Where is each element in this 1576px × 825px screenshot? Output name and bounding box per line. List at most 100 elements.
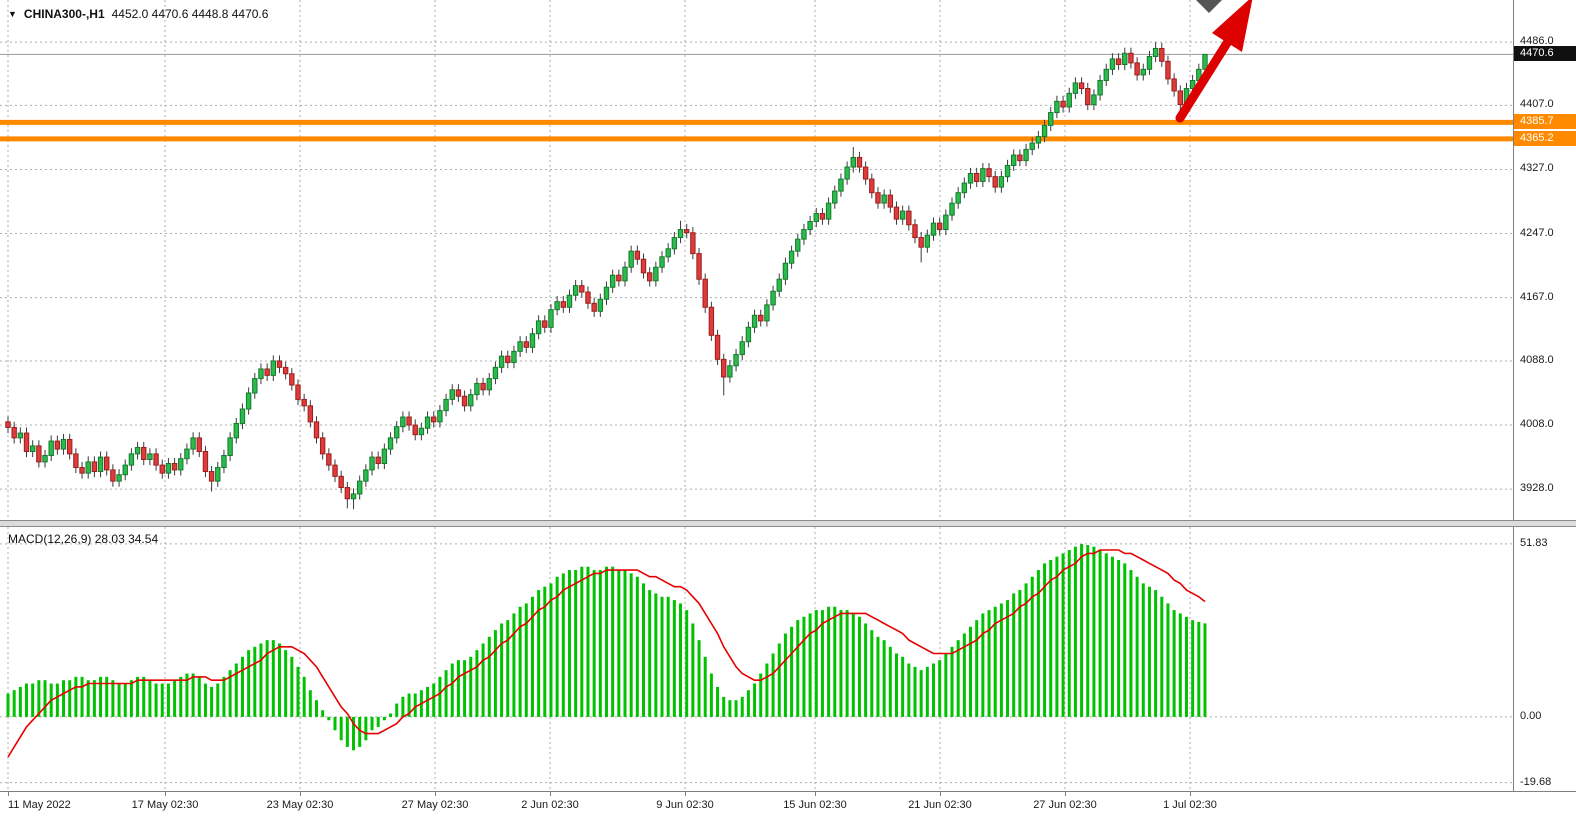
macd-bar <box>975 620 979 717</box>
candle-bullish <box>437 410 443 423</box>
macd-bar <box>635 576 639 717</box>
macd-bar <box>1073 546 1077 717</box>
candle-bullish <box>832 190 838 204</box>
candle-bearish <box>585 291 591 304</box>
macd-bar <box>475 650 479 717</box>
candle-bearish <box>461 395 468 407</box>
candle-bullish <box>825 202 832 220</box>
time-tick <box>1065 792 1066 796</box>
candle-bullish <box>628 250 634 268</box>
macd-bar <box>92 680 96 717</box>
candle-bearish <box>1078 82 1085 90</box>
macd-bar <box>1049 560 1053 717</box>
chart-canvas[interactable] <box>0 0 1513 791</box>
macd-bar <box>1092 546 1096 717</box>
candle-bullish <box>548 309 554 328</box>
candle-bearish <box>1165 60 1171 80</box>
candle-bearish <box>1060 100 1066 108</box>
candle-bullish <box>270 360 277 376</box>
candle-bearish <box>110 469 116 482</box>
trend-arrow[interactable] <box>1175 0 1253 123</box>
macd-bar <box>987 610 991 717</box>
candle-bullish <box>949 202 955 216</box>
candle-bearish <box>936 222 943 231</box>
macd-bar <box>1086 545 1090 717</box>
macd-bar <box>901 656 905 717</box>
macd-bar <box>962 633 966 717</box>
candle-bearish <box>480 382 486 391</box>
macd-bar <box>123 683 127 717</box>
macd-bar <box>771 653 775 717</box>
candle-bearish <box>696 253 702 280</box>
candle-bearish <box>758 314 764 322</box>
candle-bullish <box>517 341 523 352</box>
macd-bar <box>142 676 146 717</box>
price-axis-label: 4008.0 <box>1520 418 1554 431</box>
macd-bar <box>1104 553 1108 717</box>
candle-bullish <box>252 378 258 394</box>
macd-bar <box>543 586 547 717</box>
time-axis-label: 17 May 02:30 <box>131 799 199 811</box>
candle-bullish <box>566 294 573 308</box>
macd-bar <box>864 623 868 717</box>
macd-bar <box>1147 586 1151 717</box>
macd-bar <box>561 573 565 717</box>
macd-bar <box>1067 550 1071 717</box>
candle-bearish <box>856 156 863 168</box>
candle-bullish <box>178 458 184 471</box>
candle-bearish <box>702 278 708 308</box>
macd-bar <box>999 603 1003 717</box>
macd-bar <box>592 570 596 717</box>
candle-bullish <box>122 464 128 476</box>
candle-bearish <box>973 172 980 182</box>
macd-bar <box>1117 560 1121 717</box>
candle-bullish <box>998 176 1005 188</box>
candle-bearish <box>523 341 529 348</box>
macd-bar <box>950 646 954 717</box>
macd-bar <box>1012 593 1016 717</box>
macd-bar <box>401 696 405 717</box>
macd-bar <box>216 683 220 717</box>
time-axis-label: 15 Jun 02:30 <box>783 799 847 811</box>
candle-bearish <box>208 471 215 482</box>
candle-bearish <box>79 467 85 474</box>
macd-bar <box>12 690 16 717</box>
candle-bullish <box>955 192 961 204</box>
candle-bullish <box>881 194 887 204</box>
macd-bar <box>364 716 368 741</box>
symbol-dropdown-icon[interactable]: ▼ <box>8 9 17 19</box>
macd-bar <box>919 670 923 717</box>
candle-bearish <box>282 366 289 375</box>
macd-bar <box>271 640 275 717</box>
macd-bar <box>432 683 436 717</box>
candle-bearish <box>1159 47 1165 62</box>
candle-bearish <box>375 456 381 465</box>
price-axis[interactable]: 4486.0 4407.0 4327.0 4247.0 4167.0 4088.0 4008… <box>1513 0 1576 791</box>
panel-divider[interactable] <box>0 520 1576 527</box>
candle-bearish <box>708 306 715 336</box>
candlestick-series[interactable] <box>5 42 1208 510</box>
macd-bar <box>1135 576 1139 717</box>
time-axis[interactable]: 11 May 2022 17 May 02:30 23 May 02:30 27 Ma… <box>0 791 1576 825</box>
macd-bar <box>290 656 294 717</box>
macd-bar <box>851 613 855 717</box>
time-tick <box>550 792 551 796</box>
macd-bar <box>802 616 806 717</box>
macd-histogram <box>6 544 1207 751</box>
candle-bullish <box>498 355 505 368</box>
macd-bar <box>191 673 195 717</box>
macd-bar <box>549 583 553 717</box>
time-tick <box>685 792 686 796</box>
candle-bullish <box>400 416 406 428</box>
candle-bullish <box>1029 142 1035 150</box>
candle-bullish <box>17 432 24 439</box>
candle-bullish <box>572 285 579 296</box>
macd-bar <box>783 633 787 717</box>
candle-bearish <box>912 224 918 239</box>
candle-bullish <box>733 354 739 367</box>
candle-bearish <box>338 475 344 489</box>
candle-bullish <box>622 266 628 282</box>
macd-bar <box>160 683 164 717</box>
macd-bar <box>74 676 78 717</box>
